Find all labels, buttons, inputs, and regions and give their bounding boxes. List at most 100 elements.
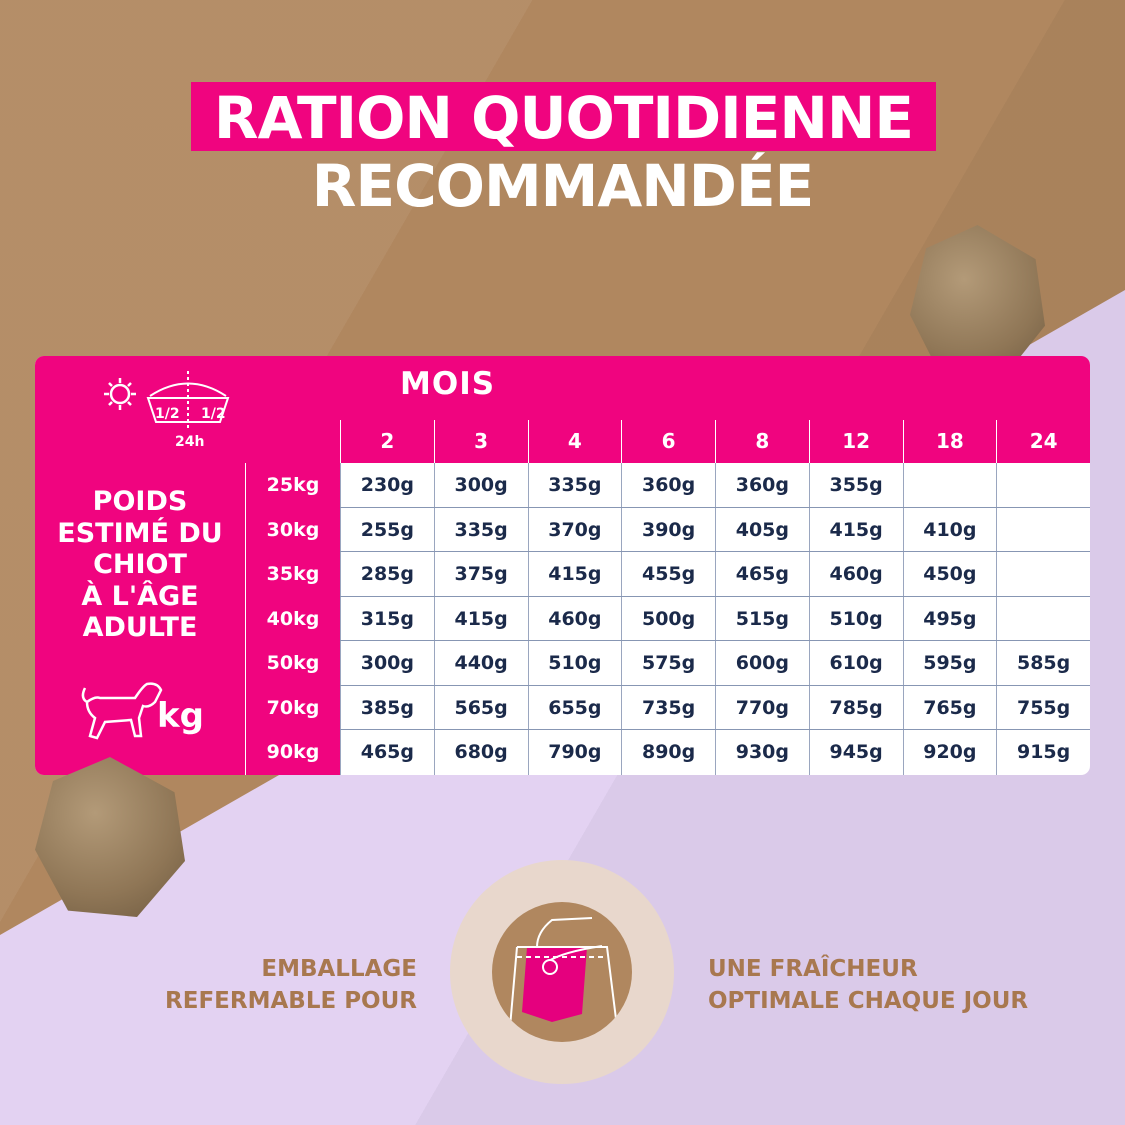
month-header-cell: 4: [527, 420, 622, 463]
months-header: MOIS: [400, 366, 496, 402]
ration-cell: 375g: [433, 552, 528, 596]
table-row: 285g 375g 415g 455g 465g 460g 450g: [340, 552, 1090, 597]
month-header-cell: 24: [996, 420, 1090, 463]
resealable-bag-icon: [509, 917, 618, 1028]
weight-cell: 70kg: [266, 696, 320, 719]
ration-cell: [996, 463, 1090, 507]
ration-cell: 335g: [527, 463, 622, 507]
ration-cell: 510g: [527, 641, 622, 685]
dog-icon: [81, 682, 163, 740]
table-row: 300g 440g 510g 575g 600g 610g 595g 585g: [340, 641, 1090, 686]
ration-cell: 890g: [621, 730, 715, 775]
ration-cell: 680g: [433, 730, 528, 775]
ration-cell: 465g: [715, 552, 809, 596]
table-row: 385g 565g 655g 735g 770g 785g 765g 755g: [340, 685, 1090, 731]
weight-cell: 40kg: [266, 607, 320, 630]
ration-cell: 360g: [715, 463, 809, 507]
weights-column: 25kg 30kg 35kg 40kg 50kg 70kg 90kg: [245, 463, 340, 775]
ration-cell: 500g: [621, 596, 715, 641]
ration-cell: 450g: [902, 552, 997, 596]
ration-cell: [996, 507, 1090, 552]
ration-cell: 915g: [996, 730, 1090, 775]
ration-cell: 410g: [902, 507, 997, 552]
ration-cell: 595g: [902, 641, 997, 685]
svg-text:1/2: 1/2: [201, 406, 226, 422]
ration-cell: 495g: [902, 596, 997, 641]
months-row: 2 3 4 6 8 12 18 24: [340, 420, 1090, 463]
ration-cells: 230g 300g 335g 360g 360g 355g 255g 335g 370g 390g…: [340, 463, 1090, 775]
ration-cell: 945g: [808, 730, 903, 775]
bowl-icon: [146, 371, 230, 431]
table-row: 465g 680g 790g 890g 930g 945g 920g 915g: [340, 730, 1090, 775]
table-row: 255g 335g 370g 390g 405g 415g 410g: [340, 507, 1090, 553]
weight-cell: 25kg: [266, 474, 320, 496]
side-label: POIDS ESTIMÉ DU CHIOT À L'ÂGE ADULTE: [35, 486, 245, 644]
ration-cell: 360g: [621, 463, 715, 507]
month-header-cell: 2: [340, 420, 434, 463]
table-row: 315g 415g 460g 500g 515g 510g 495g: [340, 596, 1090, 642]
ration-cell: 930g: [715, 730, 809, 775]
svg-text:1/2: 1/2: [155, 406, 180, 422]
ration-cell: 285g: [340, 552, 434, 596]
ration-cell: 440g: [433, 641, 528, 685]
month-header-cell: 12: [808, 420, 903, 463]
ration-cell: 920g: [902, 730, 997, 775]
ration-cell: 765g: [902, 685, 997, 730]
period-label: 24h: [175, 434, 205, 450]
ration-cell: 455g: [621, 552, 715, 596]
table-row: 230g 300g 335g 360g 360g 355g: [340, 463, 1090, 508]
weight-cell: 30kg: [266, 518, 320, 541]
ration-cell: 600g: [715, 641, 809, 685]
title-line-1: RATION QUOTIDIENNE: [191, 82, 936, 152]
ration-cell: 770g: [715, 685, 809, 730]
ration-cell: 415g: [527, 552, 622, 596]
ration-cell: 610g: [808, 641, 903, 685]
month-header-cell: 6: [621, 420, 715, 463]
month-header-cell: 3: [433, 420, 528, 463]
ration-cell: 390g: [621, 507, 715, 552]
ration-cell: 370g: [527, 507, 622, 552]
sun-icon: [104, 378, 136, 410]
ration-cell: 405g: [715, 507, 809, 552]
ration-cell: [902, 463, 997, 507]
title-line-2: RECOMMANDÉE: [311, 152, 814, 220]
feeding-schedule-icon: 1/2 1/2: [104, 371, 272, 431]
ration-cell: 515g: [715, 596, 809, 641]
ration-table: 1/2 1/2 24h MOIS 2 3 4 6 8 12 18 24 POIDS ESTIMÉ…: [35, 356, 1090, 775]
ration-cell: 460g: [527, 596, 622, 641]
ration-cell: 460g: [808, 552, 903, 596]
ration-cell: 315g: [340, 596, 434, 641]
ration-cell: 335g: [433, 507, 528, 552]
ration-cell: [996, 596, 1090, 641]
unit-label: kg: [157, 696, 204, 736]
ration-cell: 655g: [527, 685, 622, 730]
resealable-bag-badge: [450, 860, 674, 1084]
weight-cell: 50kg: [266, 652, 320, 675]
ration-cell: 300g: [340, 641, 434, 685]
ration-cell: 230g: [340, 463, 434, 507]
side-label-line: ESTIMÉ DU: [57, 517, 223, 549]
moon-icon: [257, 380, 272, 410]
ration-cell: 415g: [808, 507, 903, 552]
ration-cell: 790g: [527, 730, 622, 775]
weight-cell: 90kg: [266, 741, 320, 764]
side-label-line: ADULTE: [82, 612, 198, 643]
ration-cell: 300g: [433, 463, 528, 507]
side-label-line: POIDS: [92, 486, 188, 517]
ration-cell: 785g: [808, 685, 903, 730]
ration-cell: 385g: [340, 685, 434, 730]
side-label-line: À L'ÂGE: [81, 580, 199, 612]
ration-cell: 575g: [621, 641, 715, 685]
ration-cell: [996, 552, 1090, 596]
ration-cell: 585g: [996, 641, 1090, 685]
ration-cell: 415g: [433, 596, 528, 641]
ration-cell: 255g: [340, 507, 434, 552]
weight-cell: 35kg: [266, 563, 320, 586]
footer-right-text: UNE FRAÎCHEUR OPTIMALE CHAQUE JOUR: [708, 956, 1029, 1014]
side-label-line: CHIOT: [93, 549, 187, 580]
ration-cell: 510g: [808, 596, 903, 641]
ration-cell: 565g: [433, 685, 528, 730]
month-header-cell: 8: [715, 420, 809, 463]
ration-cell: 735g: [621, 685, 715, 730]
ration-cell: 355g: [808, 463, 903, 507]
